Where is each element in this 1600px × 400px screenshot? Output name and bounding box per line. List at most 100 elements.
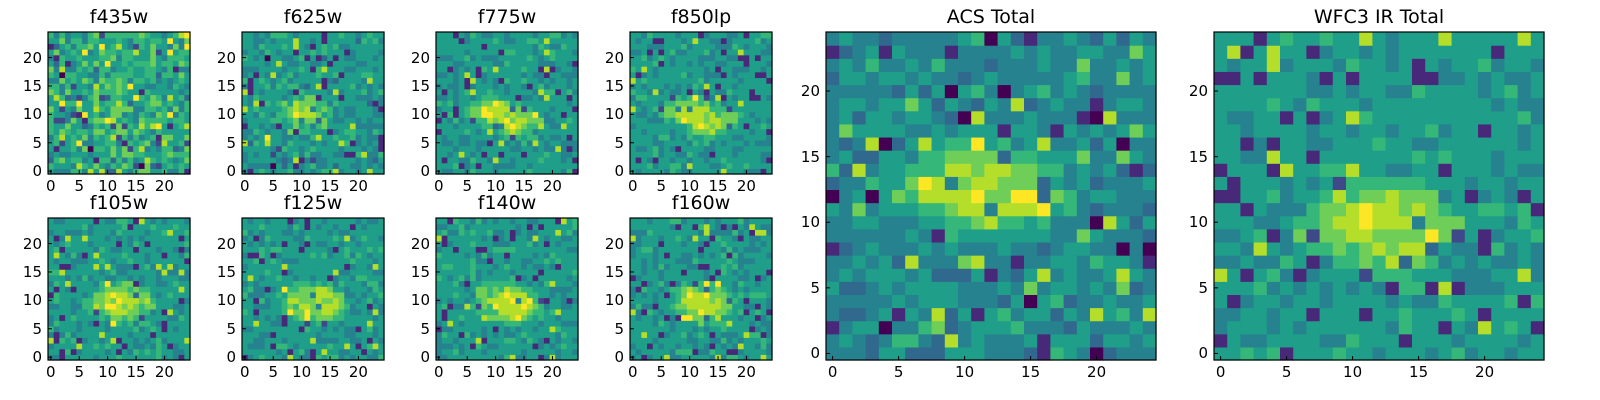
- heat-cell: [641, 32, 648, 39]
- heat-cell: [184, 331, 191, 338]
- heat-cell: [138, 60, 146, 67]
- heat-cell: [487, 37, 494, 44]
- heat-cell: [144, 274, 151, 282]
- heat-cell: [65, 128, 72, 135]
- heat-cell: [754, 122, 762, 130]
- heat-cell: [138, 151, 146, 158]
- heat-cell: [70, 37, 77, 44]
- heat-cell: [436, 337, 443, 344]
- heat-cell: [720, 269, 728, 276]
- heat-cell: [703, 151, 711, 158]
- heat-cell: [247, 297, 254, 304]
- heat-cell: [749, 60, 756, 67]
- heat-cell: [378, 162, 385, 169]
- heat-cell: [630, 77, 637, 84]
- heat-cell: [184, 342, 191, 350]
- heat-cell: [327, 263, 334, 270]
- heat-cell: [70, 337, 77, 344]
- heat-cell: [526, 354, 534, 361]
- heat-cell: [99, 342, 106, 350]
- heat-cell: [641, 66, 648, 73]
- heat-cell: [487, 337, 494, 344]
- heat-cell: [549, 54, 556, 61]
- heat-cell: [276, 94, 283, 101]
- heat-cell: [715, 297, 722, 304]
- heat-cell: [48, 71, 55, 79]
- heat-cell: [686, 162, 694, 169]
- heat-cell: [242, 348, 249, 355]
- heat-cell: [87, 252, 95, 259]
- heat-cell: [436, 342, 443, 350]
- heat-cell: [138, 49, 146, 56]
- heat-cell: [555, 60, 562, 67]
- heat-cell: [121, 139, 129, 147]
- heat-cell: [315, 337, 323, 344]
- heat-cell: [464, 71, 471, 79]
- heat-cell: [675, 100, 682, 107]
- heat-cell: [658, 43, 665, 50]
- heat-cell: [378, 37, 385, 44]
- heat-cell: [99, 240, 106, 247]
- heat-cell: [104, 274, 112, 282]
- heat-cell: [726, 325, 733, 333]
- heat-cell: [560, 297, 568, 304]
- heat-cell: [155, 246, 163, 253]
- heat-cell: [110, 308, 117, 316]
- heat-cell: [361, 354, 368, 361]
- heat-cell: [635, 269, 642, 276]
- heat-cell: [521, 83, 528, 90]
- heat-cell: [155, 156, 163, 164]
- heat-cell: [332, 257, 340, 265]
- heat-cell: [259, 71, 266, 79]
- heat-cell: [470, 320, 477, 327]
- heat-cell: [48, 263, 55, 270]
- heat-cell: [270, 94, 277, 101]
- heat-cell: [703, 156, 711, 164]
- heat-cell: [754, 342, 762, 350]
- heat-cell: [504, 308, 511, 316]
- heat-cell: [110, 337, 117, 344]
- heat-cell: [470, 134, 477, 141]
- heat-cell: [121, 49, 129, 56]
- heat-cell: [538, 60, 545, 67]
- heat-cell: [504, 235, 511, 242]
- heat-cell: [549, 32, 556, 39]
- heat-cell: [355, 156, 362, 164]
- heat-cell: [492, 286, 500, 293]
- heat-cell: [521, 71, 528, 79]
- heat-cell: [726, 66, 733, 73]
- heat-cell: [737, 37, 745, 44]
- heat-cell: [59, 286, 66, 293]
- heat-cell: [293, 252, 300, 259]
- heat-cell: [560, 331, 568, 338]
- heat-cell: [532, 162, 539, 169]
- heat-cell: [87, 291, 95, 299]
- heat-cell: [436, 145, 443, 152]
- heat-cell: [104, 269, 112, 276]
- heat-cell: [70, 105, 77, 113]
- heat-cell: [321, 252, 328, 259]
- heat-cell: [698, 43, 705, 50]
- heat-cell: [686, 348, 694, 355]
- heat-cell: [372, 252, 379, 259]
- heat-cell: [560, 325, 568, 333]
- heat-cell: [441, 111, 448, 118]
- heat-cell: [361, 100, 368, 107]
- heat-cell: [70, 280, 77, 287]
- heat-cell: [110, 162, 117, 169]
- heat-cell: [304, 308, 311, 316]
- heat-cell: [630, 257, 637, 265]
- heat-cell: [378, 168, 385, 175]
- heat-cell: [304, 71, 311, 79]
- heat-cell: [178, 105, 185, 113]
- heat-cell: [259, 49, 266, 56]
- heat-cell: [293, 269, 300, 276]
- heat-cell: [681, 269, 688, 276]
- heat-cell: [532, 342, 539, 350]
- heat-cell: [481, 303, 488, 310]
- heat-cell: [538, 151, 545, 158]
- heat-cell: [532, 122, 539, 130]
- heat-cell: [133, 54, 140, 61]
- heat-cell: [698, 263, 705, 270]
- heat-cell: [726, 331, 733, 338]
